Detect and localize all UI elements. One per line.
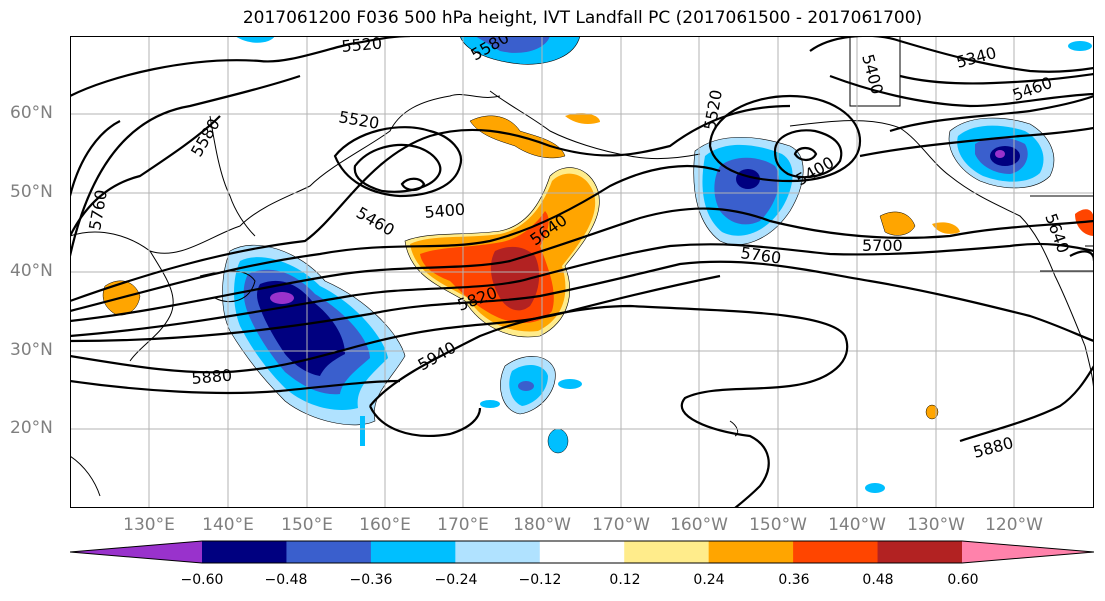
colorbar-segment [962, 541, 1094, 563]
lon-label: 130°E [123, 515, 175, 535]
colorbar-tick: 0.36 [778, 572, 810, 588]
lat-label-30n: 30°N [10, 340, 53, 360]
lon-label: 170°W [592, 515, 650, 535]
colorbar-tick: −0.36 [349, 572, 393, 588]
lat-label-60n: 60°N [10, 103, 53, 123]
lat-label-20n: 20°N [10, 418, 53, 438]
colorbar-segment [455, 541, 541, 563]
lon-label: 120°W [985, 515, 1043, 535]
colorbar-segment [370, 541, 456, 563]
lon-label: 140°W [828, 515, 886, 535]
colorbar-segment [624, 541, 710, 563]
colorbar-tick: 0.48 [862, 572, 894, 588]
colorbar-tick: −0.60 [180, 572, 224, 588]
colorbar-segment [202, 541, 287, 563]
colorbar-segment [793, 541, 879, 563]
colorbar-segment [708, 541, 794, 563]
contour-label: 5520 [341, 36, 383, 56]
colorbar-tick: −0.12 [518, 572, 562, 588]
height-contours [70, 36, 1094, 508]
coastlines [70, 36, 1094, 497]
colorbar-segment [70, 541, 202, 563]
colorbar-tick: −0.48 [264, 572, 308, 588]
map-frame [70, 36, 1094, 508]
lon-label: 180°W [513, 515, 571, 535]
lon-label: 160°W [670, 515, 728, 535]
colorbar-tick: 0.12 [609, 572, 641, 588]
colorbar-outline [70, 540, 1094, 564]
colorbar-segment [877, 541, 963, 563]
colorbar-tick: −0.24 [434, 572, 478, 588]
map-title: 2017061200 F036 500 hPa height, IVT Land… [242, 8, 923, 28]
colorbar [70, 540, 1094, 564]
contour-label: 5400 [424, 200, 466, 222]
colorbar-segment [539, 541, 625, 563]
contour-label: 5700 [862, 236, 903, 255]
lon-label: 130°W [907, 515, 965, 535]
lon-label: 150°E [281, 515, 333, 535]
contour-label: 5880 [191, 366, 233, 388]
map-panel: 5520 5580 5520 5580 5760 5460 5400 5640 … [70, 36, 1094, 508]
lat-label-40n: 40°N [10, 261, 53, 281]
graticule [70, 36, 1094, 508]
lon-label: 160°E [359, 515, 411, 535]
lon-label: 170°E [437, 515, 489, 535]
colorbar-tick: 0.24 [693, 572, 725, 588]
lat-label-50n: 50°N [10, 182, 53, 202]
colorbar-tick: 0.60 [947, 572, 979, 588]
lon-label: 140°E [202, 515, 254, 535]
lon-label: 150°W [749, 515, 807, 535]
colorbar-segment [286, 541, 372, 563]
